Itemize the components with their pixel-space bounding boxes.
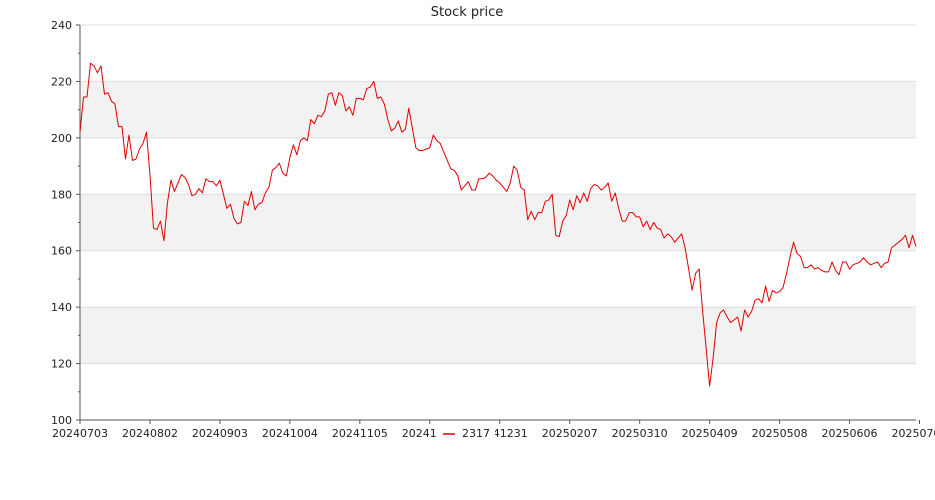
y-axis-ticks: 100 120 140 160 180 200 220 240 bbox=[51, 19, 80, 427]
x-tick-label: 20250606 bbox=[822, 427, 878, 440]
series-line-2317 bbox=[79, 62, 917, 387]
y-tick-label: 240 bbox=[51, 19, 72, 32]
y-tick-label: 220 bbox=[51, 75, 72, 88]
background-bands bbox=[80, 81, 916, 364]
chart-title: Stock price bbox=[431, 5, 503, 20]
y-tick-label: 160 bbox=[51, 245, 72, 258]
x-tick-label: 20250409 bbox=[682, 427, 738, 440]
x-tick-label: 20241105 bbox=[332, 427, 388, 440]
legend-background bbox=[437, 423, 495, 445]
x-tick-label: 20240703 bbox=[52, 427, 108, 440]
x-axis-ticks: 20240703 20240802 20240903 20241004 20241105… bbox=[52, 420, 935, 440]
plot-area bbox=[79, 62, 917, 387]
y-tick-label: 100 bbox=[51, 414, 72, 427]
x-tick-label: 20250207 bbox=[542, 427, 598, 440]
gridlines bbox=[80, 24, 916, 365]
y-tick-label: 180 bbox=[51, 188, 72, 201]
y-tick-label: 140 bbox=[51, 301, 72, 314]
x-tick-label: 20240802 bbox=[122, 427, 178, 440]
band bbox=[80, 307, 916, 364]
band bbox=[80, 194, 916, 251]
x-tick-label: 20250508 bbox=[752, 427, 808, 440]
x-tick-label: 20250310 bbox=[612, 427, 668, 440]
x-tick-label: 20240903 bbox=[192, 427, 248, 440]
y-tick-label: 120 bbox=[51, 358, 72, 371]
x-tick-label: 20241004 bbox=[262, 427, 318, 440]
legend: 2317 bbox=[437, 423, 495, 445]
y-tick-label: 200 bbox=[51, 132, 72, 145]
x-tick-label: 20250708 bbox=[891, 427, 935, 440]
legend-label: 2317 bbox=[462, 427, 490, 440]
band bbox=[80, 81, 916, 138]
